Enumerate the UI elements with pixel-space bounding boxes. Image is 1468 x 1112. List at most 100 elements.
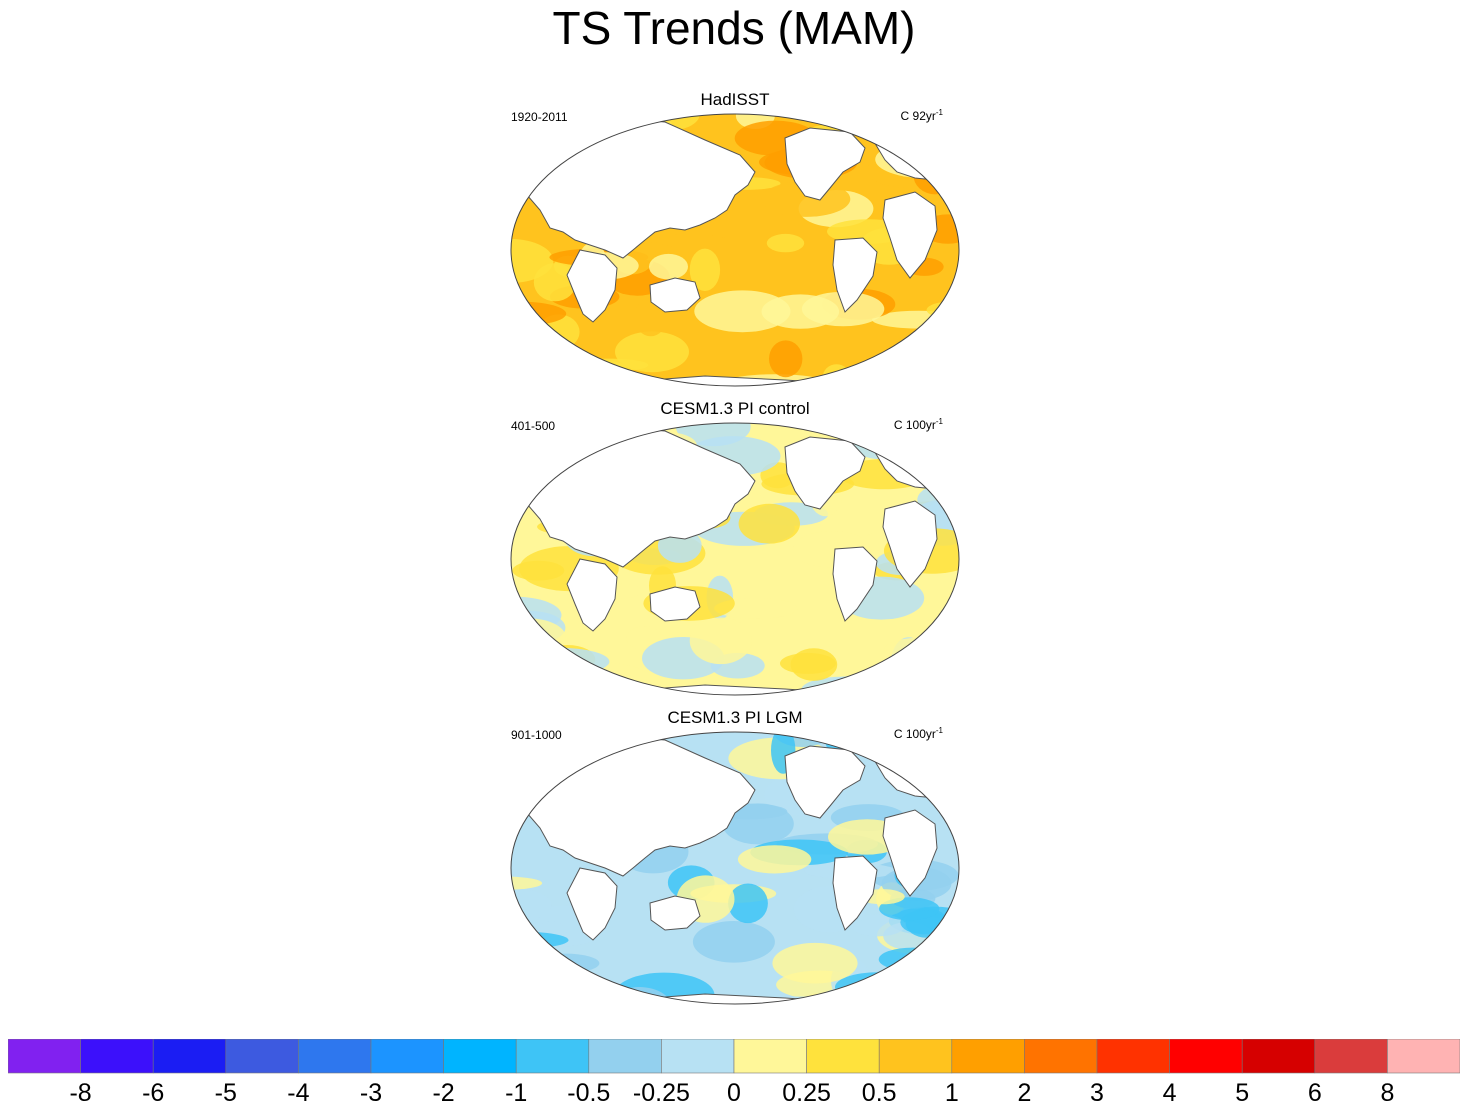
colorbar-swatch xyxy=(806,1039,880,1074)
landmass xyxy=(832,855,878,931)
units-label: C 100yr-1 xyxy=(893,726,943,741)
colorbar-swatch xyxy=(8,1039,81,1074)
colorbar-swatch xyxy=(80,1039,154,1074)
landmass xyxy=(566,867,618,941)
sst-anomaly-patch xyxy=(914,764,959,788)
sst-anomaly-patch xyxy=(511,876,543,890)
sst-anomaly-patch xyxy=(853,434,944,447)
sst-anomaly-patch xyxy=(511,887,552,923)
sst-anomaly-patch xyxy=(511,114,590,137)
sst-anomaly-patch xyxy=(728,883,768,924)
map-hadisst xyxy=(510,113,960,387)
colorbar-swatch xyxy=(588,1039,662,1074)
colorbar-swatch xyxy=(878,1039,953,1074)
landmass xyxy=(624,684,847,695)
panel-title: HadISST xyxy=(700,90,770,109)
sst-anomaly-patch xyxy=(802,992,896,1004)
sst-anomaly-patch xyxy=(835,972,921,1002)
sst-anomaly-patch xyxy=(918,114,959,133)
colorbar-swatch xyxy=(951,1039,1025,1074)
sst-anomaly-patch xyxy=(655,732,713,736)
sst-anomaly-patch xyxy=(761,294,840,329)
colorbar-tick-label: -8 xyxy=(69,1079,92,1107)
sst-anomaly-patch xyxy=(814,409,852,422)
sst-anomaly-patch xyxy=(911,365,938,386)
sst-anomaly-patch xyxy=(780,652,836,674)
colorbar-tick-label: 4 xyxy=(1162,1079,1177,1107)
colorbar-tick-label: -0.25 xyxy=(632,1079,690,1107)
sst-anomaly-patch xyxy=(528,352,554,386)
colorbar-tick-label: -1 xyxy=(505,1079,528,1107)
colorbar-swatch xyxy=(733,1039,807,1074)
map-panel-pi-lgm: CESM1.3 PI LGM 901-1000 C 100yr-1 xyxy=(505,708,965,1018)
sst-anomaly-patch xyxy=(569,358,649,372)
sst-anomaly-patch xyxy=(511,640,565,670)
sst-anomaly-patch xyxy=(829,675,888,691)
landmass xyxy=(832,237,878,313)
sst-anomaly-patch xyxy=(619,114,680,117)
panel-title: CESM1.3 PI control xyxy=(660,399,810,418)
colorbar-swatch xyxy=(225,1039,299,1074)
map-panel-pi-control: CESM1.3 PI control 401-500 C 100yr-1 xyxy=(505,399,965,709)
colorbar-tick-label: 2 xyxy=(1017,1079,1032,1107)
colorbar-tick-label: 5 xyxy=(1235,1079,1250,1107)
map-outline xyxy=(510,731,960,1005)
colorbar-swatch xyxy=(370,1039,444,1074)
map-outline xyxy=(510,113,960,387)
sst-anomaly-patch xyxy=(881,116,915,145)
sst-anomaly-patch xyxy=(841,423,897,437)
sst-anomaly-patch xyxy=(850,914,906,937)
sst-anomaly-patch xyxy=(944,481,959,513)
colorbar-tick-label: -0.5 xyxy=(567,1079,611,1107)
sst-anomaly-patch xyxy=(857,114,934,133)
colorbar-tick-label: 0 xyxy=(727,1079,741,1107)
sst-anomaly-patch xyxy=(511,238,554,283)
sst-anomaly-patch xyxy=(554,986,627,1004)
sst-anomaly-patch xyxy=(847,983,937,1004)
colorbar-swatch xyxy=(515,1039,590,1074)
sst-anomaly-patch xyxy=(593,114,668,120)
colorbar-swatch xyxy=(661,1039,735,1074)
colorbar-swatch xyxy=(298,1039,372,1074)
sst-anomaly-patch xyxy=(572,360,627,377)
sst-anomaly-patch xyxy=(689,617,752,665)
landmass xyxy=(624,993,847,1004)
sst-anomaly-patch xyxy=(511,647,610,676)
sst-field xyxy=(511,409,959,695)
sst-anomaly-patch xyxy=(835,1000,864,1004)
landmass xyxy=(522,735,756,877)
sst-anomaly-patch xyxy=(883,375,959,386)
sst-anomaly-patch xyxy=(511,114,568,139)
sst-anomaly-patch xyxy=(511,361,573,386)
landmass xyxy=(882,191,938,279)
colorbar-tick-label: 1 xyxy=(944,1079,959,1107)
landmass xyxy=(522,426,756,568)
sst-anomaly-patch xyxy=(692,921,775,963)
sst-field xyxy=(511,732,959,1004)
landmass xyxy=(882,809,938,897)
period-label: 401-500 xyxy=(511,419,556,433)
sst-anomaly-patch xyxy=(772,942,858,984)
period-label: 901-1000 xyxy=(511,728,562,742)
sst-anomaly-patch xyxy=(766,233,805,253)
sst-anomaly-patch xyxy=(534,114,567,135)
sst-anomaly-patch xyxy=(595,114,624,126)
sst-anomaly-patch xyxy=(554,423,624,440)
units-label: C 100yr-1 xyxy=(893,417,943,432)
landmass xyxy=(566,558,618,632)
colorbar-swatch xyxy=(1314,1039,1388,1074)
sst-anomaly-patch xyxy=(515,114,582,120)
sst-anomaly-patch xyxy=(737,845,812,874)
period-label: 1920-2011 xyxy=(511,110,568,124)
landmass xyxy=(832,546,878,622)
sst-anomaly-patch xyxy=(769,340,803,378)
sst-anomaly-patch xyxy=(785,995,871,1004)
colorbar-swatch xyxy=(1169,1039,1243,1074)
map-pi-control xyxy=(510,409,960,696)
sst-anomaly-patch xyxy=(511,114,580,136)
sst-anomaly-patch xyxy=(843,686,922,695)
sst-anomaly-patch xyxy=(603,423,634,442)
colorbar-tick-label: -5 xyxy=(214,1079,237,1107)
colorbar-tick-label: -4 xyxy=(287,1079,310,1107)
landmass xyxy=(649,586,701,622)
